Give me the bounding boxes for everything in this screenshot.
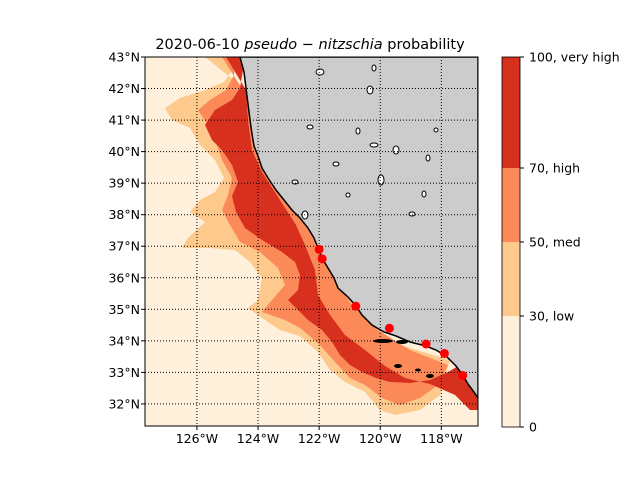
colorbar-tick-label: 100, very high bbox=[529, 50, 620, 65]
longitude-ticks: 126°W 124°W 122°W 120°W 118°W bbox=[176, 426, 463, 446]
title-suffix: probability bbox=[387, 37, 465, 53]
colorbar-segment bbox=[502, 57, 520, 168]
station-marker bbox=[314, 244, 324, 254]
lat-tick-label: 32°N bbox=[108, 396, 140, 411]
inland-lakes bbox=[291, 64, 439, 220]
lon-tick-label: 118°W bbox=[420, 431, 462, 446]
lat-tick-label: 35°N bbox=[108, 302, 140, 317]
lat-tick-label: 38°N bbox=[108, 207, 140, 222]
colorbar-segment bbox=[502, 316, 520, 427]
colorbar-segment bbox=[502, 242, 520, 316]
colorbar-tick-label: 0 bbox=[529, 420, 537, 435]
land-mass bbox=[239, 57, 478, 400]
colorbar-tick-label: 30, low bbox=[529, 309, 574, 324]
colorbar: 0 30, low 50, med 70, high 100, very high bbox=[501, 50, 620, 435]
colorbar-tick-label: 50, med bbox=[529, 235, 581, 250]
map-title: 2020-06-10 pseudo − nitzschia probabilit… bbox=[155, 37, 465, 53]
prob-zone-very-high bbox=[205, 57, 478, 410]
colorbar-segment bbox=[502, 168, 520, 242]
lon-tick-label: 122°W bbox=[298, 431, 340, 446]
station-marker bbox=[317, 254, 327, 264]
lat-tick-label: 42°N bbox=[108, 81, 140, 96]
latitude-ticks: 43°N 42°N 41°N 40°N 39°N 38°N 37°N 36°N 35°N 34°N… bbox=[108, 50, 145, 411]
lat-tick-label: 39°N bbox=[108, 176, 140, 191]
colorbar-tick-label: 70, high bbox=[529, 161, 580, 176]
lat-tick-label: 43°N bbox=[108, 50, 140, 65]
title-species: pseudo − nitzschia bbox=[243, 37, 382, 53]
lat-tick-label: 36°N bbox=[108, 270, 140, 285]
station-marker bbox=[351, 301, 361, 311]
map-panel bbox=[145, 57, 478, 426]
lon-tick-label: 124°W bbox=[237, 431, 279, 446]
station-marker bbox=[421, 339, 431, 349]
station-marker bbox=[458, 371, 468, 381]
station-marker bbox=[384, 323, 394, 333]
lat-tick-label: 41°N bbox=[108, 113, 140, 128]
lon-tick-label: 126°W bbox=[176, 431, 218, 446]
lon-tick-label: 120°W bbox=[359, 431, 401, 446]
map-frame bbox=[144, 56, 479, 427]
lat-tick-label: 33°N bbox=[108, 365, 140, 380]
title-date: 2020-06-10 bbox=[155, 37, 239, 53]
sampling-stations bbox=[314, 244, 468, 381]
lat-tick-label: 34°N bbox=[108, 333, 140, 348]
station-marker bbox=[439, 348, 449, 358]
lat-tick-label: 40°N bbox=[108, 144, 140, 159]
lat-tick-label: 37°N bbox=[108, 239, 140, 254]
